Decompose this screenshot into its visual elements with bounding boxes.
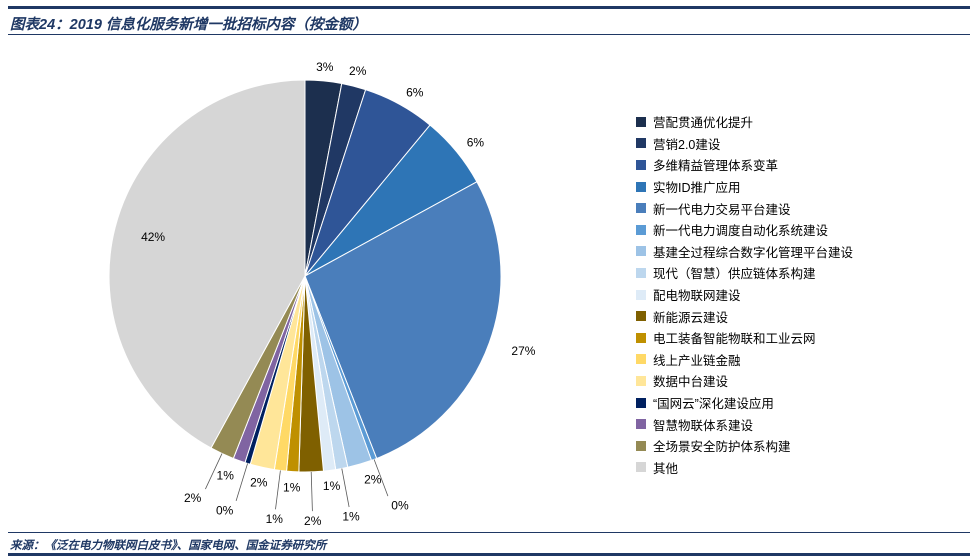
title-divider — [8, 34, 970, 35]
legend-swatch — [636, 246, 646, 257]
pie-data-label-14: 1% — [217, 468, 235, 482]
legend-item: 智慧物联体系建设 — [636, 413, 853, 435]
pie-data-label-12: 2% — [250, 476, 268, 490]
legend-swatch — [636, 224, 646, 235]
label-leader-line — [205, 453, 223, 490]
legend-item: 营销2.0建设 — [636, 133, 853, 155]
legend-swatch — [636, 375, 646, 386]
legend-swatch — [636, 203, 646, 214]
legend-item: 基建全过程综合数字化管理平台建设 — [636, 241, 853, 263]
legend-label: 数据中台建设 — [653, 375, 729, 390]
pie-data-label-6: 2% — [364, 472, 382, 486]
legend-swatch — [636, 354, 646, 365]
label-leader-line — [341, 468, 350, 508]
figure-title: 图表24：2019 信息化服务新增一批招标内容（按金额） — [10, 17, 367, 33]
legend-swatch — [636, 289, 646, 300]
label-leader-line — [235, 463, 248, 502]
chart-legend: 营配贯通优化提升 营销2.0建设多维精益管理体系变革 实物ID推广应用新一代电力交易… — [636, 111, 853, 478]
legend-label: 新能源云建设 — [653, 310, 729, 325]
source-note: 来源：《泛在电力物联网白皮书》、国家电网、国金证券研究所 — [10, 540, 327, 552]
pie-data-label-10: 1% — [283, 480, 301, 494]
legend-label: 营销2.0建设 — [653, 137, 721, 152]
legend-label: 配电物联网建设 — [653, 289, 741, 304]
pie-data-label-15: 2% — [184, 491, 202, 505]
legend-label: 新一代电力交易平台建设 — [653, 202, 791, 217]
legend-item: 线上产业链金融 — [636, 349, 853, 371]
legend-swatch — [636, 267, 646, 278]
legend-item: 新一代电力交易平台建设 — [636, 197, 853, 219]
legend-item: 其他 — [636, 457, 853, 479]
legend-item: 配电物联网建设 — [636, 284, 853, 306]
pie-data-label-8: 1% — [323, 479, 341, 493]
legend-swatch — [636, 311, 646, 322]
legend-label: 电工装备智能物联和工业云网 — [653, 332, 816, 347]
label-leader-line — [310, 471, 313, 512]
legend-item: 营配贯通优化提升 — [636, 111, 853, 133]
legend-swatch — [636, 419, 646, 430]
pie-slice-16 — [108, 79, 306, 449]
legend-swatch — [636, 138, 646, 149]
legend-label: 新一代电力调度自动化系统建设 — [653, 224, 829, 239]
legend-swatch — [636, 462, 646, 473]
legend-label: 现代（智慧）供应链体系构建 — [653, 267, 816, 282]
footer-divider — [8, 532, 970, 533]
pie-data-label-3: 6% — [467, 136, 485, 150]
label-leader-line — [275, 470, 281, 510]
pie-slice-4 — [304, 181, 502, 460]
legend-item: 新一代电力调度自动化系统建设 — [636, 219, 853, 241]
bottom-rule — [8, 553, 970, 556]
pie-data-label-9: 2% — [304, 514, 322, 528]
legend-item: 新能源云建设 — [636, 305, 853, 327]
pie-data-label-5: 0% — [391, 498, 409, 512]
legend-label: 智慧物联体系建设 — [653, 418, 754, 433]
legend-label: 营配贯通优化提升 — [653, 116, 754, 131]
legend-swatch — [636, 397, 646, 408]
pie-data-label-0: 3% — [316, 60, 334, 74]
pie-data-label-13: 0% — [216, 503, 234, 517]
legend-swatch — [636, 181, 646, 192]
label-leader-line — [373, 459, 389, 497]
pie-data-label-7: 1% — [342, 510, 360, 524]
legend-swatch — [636, 332, 646, 343]
top-rule — [8, 6, 970, 9]
pie-data-label-1: 2% — [349, 64, 367, 78]
legend-swatch — [636, 159, 646, 170]
pie-data-label-4: 27% — [511, 344, 535, 358]
pie-chart: 3% 2% 6% 6% 27% 0% 2% 1% 1% 2% 1% 1% 2% 0% 1% 2% 42% — [108, 60, 536, 528]
pie-data-label-16: 42% — [141, 230, 165, 244]
legend-label: 实物ID推广应用 — [653, 181, 741, 196]
legend-item: 实物ID推广应用 — [636, 176, 853, 198]
legend-swatch — [636, 116, 646, 127]
legend-label: 全场景安全防护体系构建 — [653, 440, 791, 455]
legend-label: “国网云”深化建设应用 — [653, 397, 774, 412]
legend-label: 其他 — [653, 461, 679, 476]
legend-item: 多维精益管理体系变革 — [636, 154, 853, 176]
pie-data-label-2: 6% — [406, 85, 424, 99]
legend-item: 现代（智慧）供应链体系构建 — [636, 262, 853, 284]
legend-label: 线上产业链金融 — [653, 353, 741, 368]
legend-item: 全场景安全防护体系构建 — [636, 435, 853, 457]
legend-label: 基建全过程综合数字化管理平台建设 — [653, 245, 854, 260]
legend-item: “国网云”深化建设应用 — [636, 392, 853, 414]
legend-swatch — [636, 440, 646, 451]
legend-label: 多维精益管理体系变革 — [653, 159, 779, 174]
legend-item: 数据中台建设 — [636, 370, 853, 392]
pie-data-label-11: 1% — [266, 512, 284, 526]
legend-item: 电工装备智能物联和工业云网 — [636, 327, 853, 349]
